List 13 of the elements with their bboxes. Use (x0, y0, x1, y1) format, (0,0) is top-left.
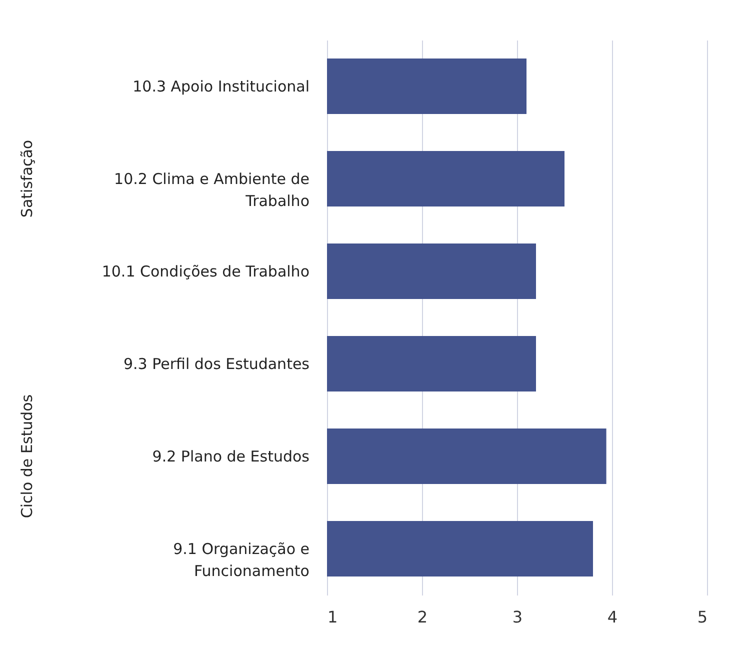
y-tick-label: 10.1 Condições de Trabalho (102, 262, 310, 280)
x-tick-label: 3 (512, 608, 523, 626)
x-tick-label: 4 (607, 608, 618, 626)
y-tick-label: 9.3 Perfil dos Estudantes (123, 354, 310, 373)
text: Satisfação (18, 140, 36, 218)
y-tick-label: 10.3 Apoio Institucional (132, 77, 310, 96)
y-tick-label: 9.2 Plano de Estudos (152, 447, 310, 466)
y-tick-label: 10.2 Clima e Ambiente de Trabalho (114, 170, 310, 210)
text: Ciclo de Estudos (18, 394, 36, 518)
x-tick-label: 1 (328, 608, 338, 626)
x-tick-label: 5 (697, 608, 708, 626)
y-tick-label: 9.1 Organização e Funcionamento (173, 540, 310, 580)
x-tick-label: 2 (417, 608, 428, 626)
